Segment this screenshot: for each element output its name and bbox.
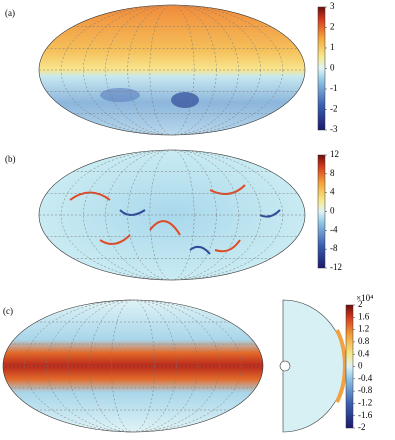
colorbar-tick-label: -3 xyxy=(330,124,338,134)
colorbar-tick-label: -0.4 xyxy=(358,373,373,383)
colorbar-tick-label: 0 xyxy=(330,63,335,73)
colorbar-tick-label: 0.4 xyxy=(358,348,370,358)
colorbar-tick-label: -8 xyxy=(330,243,338,253)
colorbar-tick-label: 2 xyxy=(358,299,363,309)
colorbar-tick-label: -1 xyxy=(330,83,338,93)
colorbar-tick-label: 1 xyxy=(330,42,335,52)
panel-label: (b) xyxy=(5,154,16,164)
colorbar-tick-label: 8 xyxy=(330,168,335,178)
colorbar-tick-label: -2 xyxy=(330,104,338,114)
colorbar-multiplier: ×10⁴ xyxy=(356,293,373,303)
grid xyxy=(3,4,305,433)
colorbar-tick-label: -1.6 xyxy=(358,410,373,420)
colorbar xyxy=(317,6,326,131)
colorbar-tick-label: 2 xyxy=(330,22,335,32)
colorbar-tick-label: 1.2 xyxy=(358,324,369,334)
meridian xyxy=(60,149,284,281)
colorbar-tick-label: 3 xyxy=(330,1,335,11)
colorbar-tick-label: -2 xyxy=(358,422,366,432)
colorbar-tick-label: 0 xyxy=(330,206,335,216)
colorbar xyxy=(345,304,354,429)
colorbar-tick-label: 0 xyxy=(358,361,363,371)
colorbar-tick-label: 0.8 xyxy=(358,336,370,346)
colorbar xyxy=(317,154,326,269)
colorbar-tick-label: 12 xyxy=(330,149,339,159)
colorbar-tick-label: -1.2 xyxy=(358,397,372,407)
colorbar-tick-label: 4 xyxy=(330,187,335,197)
map-c xyxy=(2,299,347,433)
panel-label: (c) xyxy=(3,306,13,316)
colorbar-tick-label: -4 xyxy=(330,224,338,234)
colorbar-tick-label: -0.8 xyxy=(358,385,373,395)
colorbar-tick-label: -12 xyxy=(330,262,342,272)
meridian xyxy=(60,4,284,136)
panel-label: (a) xyxy=(5,8,15,18)
colorbar-tick-label: 1.6 xyxy=(358,311,370,321)
